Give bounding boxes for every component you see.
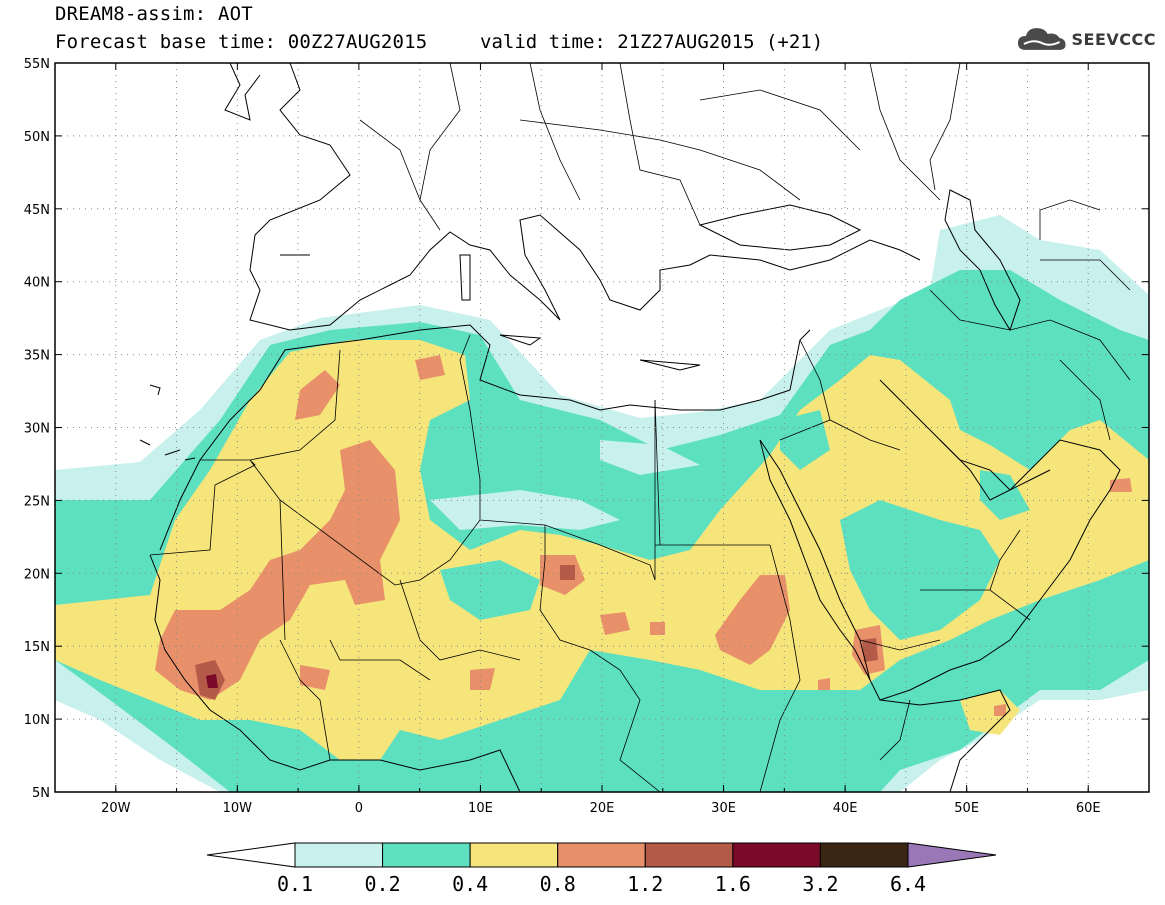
colorbar-label: 3.2 <box>802 872 838 896</box>
cloud-icon <box>1017 28 1066 50</box>
axis-ticks: 20W 10W 0 10E 20E 30E 40E 50E 60E 5N 10N 15N 20N 25N 3… <box>24 57 1150 816</box>
colorbar-label: 1.2 <box>627 872 663 896</box>
colorbar-label: 0.4 <box>452 872 488 896</box>
colorbar-segment <box>819 842 909 868</box>
colorbar-label: 0.2 <box>365 872 401 896</box>
x-tick-label: 10W <box>223 801 253 816</box>
x-tick-label: 0 <box>355 801 363 816</box>
map-title: DREAM8-assim: AOT <box>55 3 253 25</box>
y-tick-label: 35N <box>24 349 50 364</box>
colorbar-under-arrow <box>206 842 296 868</box>
country-borders <box>149 63 1131 792</box>
y-tick-label: 25N <box>24 494 50 509</box>
y-tick-label: 45N <box>24 203 50 218</box>
colorbar-segment <box>382 842 471 868</box>
colorbar-segment <box>644 842 734 868</box>
logo-text: SEEVCCC <box>1071 29 1156 49</box>
y-tick-label: 40N <box>24 276 50 291</box>
colorbar-segment <box>294 842 384 868</box>
coastlines <box>139 63 1121 792</box>
y-tick-label: 20N <box>24 567 50 582</box>
x-tick-label: 60E <box>1076 801 1101 816</box>
x-tick-label: 20E <box>590 801 615 816</box>
x-tick-label: 40E <box>833 801 858 816</box>
colorbar-segment <box>557 842 646 868</box>
colorbar: 0.1 0.2 0.4 0.8 1.2 1.6 3.2 6.4 <box>206 842 997 896</box>
valid-time: valid time: 21Z27AUG2015 (+21) <box>480 31 824 53</box>
y-tick-label: 55N <box>24 57 50 72</box>
colorbar-segment <box>732 842 821 868</box>
x-tick-label: 20W <box>101 801 131 816</box>
colorbar-label: 6.4 <box>890 872 926 896</box>
seevccc-logo: SEEVCCC <box>1016 22 1156 56</box>
y-tick-label: 15N <box>24 640 50 655</box>
y-tick-label: 10N <box>24 713 50 728</box>
colorbar-label: 0.8 <box>540 872 576 896</box>
colorbar-segment <box>469 842 559 868</box>
y-tick-label: 30N <box>24 422 50 437</box>
colorbar-label: 1.6 <box>715 872 751 896</box>
x-tick-label: 50E <box>954 801 979 816</box>
colorbar-label: 0.1 <box>277 872 313 896</box>
colorbar-over-arrow <box>907 842 997 868</box>
x-tick-label: 10E <box>468 801 493 816</box>
y-tick-label: 50N <box>24 130 50 145</box>
y-tick-label: 5N <box>32 786 50 801</box>
forecast-base-time: Forecast base time: 00Z27AUG2015 <box>55 31 428 53</box>
x-tick-label: 30E <box>711 801 736 816</box>
